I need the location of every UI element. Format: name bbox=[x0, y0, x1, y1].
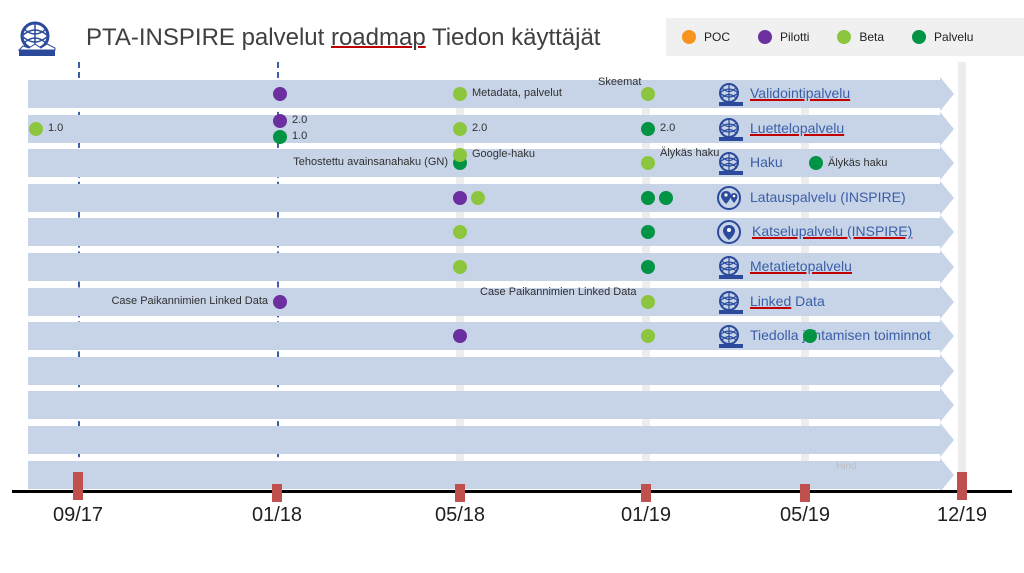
milestone-label: Case Paikannimien Linked Data bbox=[111, 295, 268, 307]
axis-tick bbox=[455, 484, 465, 502]
milestone-dot bbox=[453, 329, 467, 343]
milestone-dot bbox=[641, 329, 655, 343]
milestone-dot bbox=[453, 148, 467, 162]
milestone-dot bbox=[273, 295, 287, 309]
milestone-dot bbox=[809, 156, 823, 170]
globe-icon bbox=[716, 323, 742, 343]
milestone-dot bbox=[641, 260, 655, 274]
legend-item: POC bbox=[682, 30, 730, 44]
milestone-dot bbox=[641, 295, 655, 309]
legend-label: Beta bbox=[859, 30, 884, 44]
axis-tick bbox=[73, 472, 83, 500]
service-label: Tiedolla johtamisen toiminnot bbox=[750, 327, 931, 343]
page-title: PTA-INSPIRE palvelut roadmap Tiedon käyt… bbox=[86, 24, 600, 52]
milestone-dot bbox=[453, 225, 467, 239]
legend: POC Pilotti Beta Palvelu bbox=[666, 18, 1024, 56]
milestone-dot bbox=[641, 122, 655, 136]
milestone-label: 2.0 bbox=[292, 114, 307, 126]
globe-icon bbox=[716, 254, 742, 274]
legend-dot-icon bbox=[912, 30, 926, 44]
milestone-dot bbox=[29, 122, 43, 136]
axis-tick bbox=[800, 484, 810, 502]
legend-dot-icon bbox=[837, 30, 851, 44]
milestone-dot bbox=[659, 191, 673, 205]
globe-icon bbox=[716, 289, 742, 309]
milestone-label: Älykäs haku bbox=[660, 147, 719, 159]
axis-tick-label: 09/17 bbox=[53, 504, 103, 527]
axis-tick bbox=[641, 484, 651, 502]
globe-icon bbox=[716, 81, 742, 101]
service-label: Katselupalvelu (INSPIRE) bbox=[752, 223, 912, 239]
milestone-label: Tehostettu avainsanahaku (GN) bbox=[293, 156, 448, 168]
milestone-dot bbox=[453, 87, 467, 101]
title-part1: PTA-INSPIRE palvelut bbox=[86, 24, 331, 51]
milestone-dot bbox=[641, 156, 655, 170]
milestone-label: 2.0 bbox=[472, 122, 487, 134]
milestone-label: Metadata, palvelut bbox=[472, 87, 562, 99]
globe-icon bbox=[716, 116, 742, 136]
milestone-label: Skeemat bbox=[598, 76, 641, 88]
time-axis bbox=[12, 490, 1012, 493]
guide-bar bbox=[456, 85, 464, 480]
legend-dot-icon bbox=[758, 30, 772, 44]
legend-item: Palvelu bbox=[912, 30, 973, 44]
guide-bar bbox=[958, 62, 966, 497]
roadmap-lane bbox=[28, 357, 940, 385]
axis-tick-label: 05/19 bbox=[780, 504, 830, 527]
milestone-dot bbox=[453, 260, 467, 274]
legend-label: Palvelu bbox=[934, 30, 973, 44]
milestone-dot bbox=[273, 130, 287, 144]
service-label: Validointipalvelu bbox=[750, 85, 850, 101]
service-extra-label: Älykäs haku bbox=[828, 157, 887, 169]
axis-tick-label: 05/18 bbox=[435, 504, 485, 527]
legend-item: Beta bbox=[837, 30, 884, 44]
milestone-label: Case Paikannimien Linked Data bbox=[480, 286, 637, 298]
axis-tick-label: 12/19 bbox=[937, 504, 987, 527]
milestone-dot bbox=[641, 191, 655, 205]
milestone-dot bbox=[453, 122, 467, 136]
service-label: Haku bbox=[750, 154, 783, 170]
axis-tick-label: 01/18 bbox=[252, 504, 302, 527]
milestone-label: 1.0 bbox=[48, 122, 63, 134]
axis-tick-label: 01/19 bbox=[621, 504, 671, 527]
legend-dot-icon bbox=[682, 30, 696, 44]
milestone-dot bbox=[273, 87, 287, 101]
milestone-dot bbox=[471, 191, 485, 205]
roadmap-lane bbox=[28, 391, 940, 419]
pins-icon bbox=[716, 185, 742, 205]
brand-logo bbox=[15, 18, 59, 63]
milestone-label: 2.0 bbox=[660, 122, 675, 134]
legend-label: Pilotti bbox=[780, 30, 809, 44]
milestone-dot bbox=[641, 87, 655, 101]
milestone-label: 1.0 bbox=[292, 130, 307, 142]
guide-bar bbox=[642, 85, 650, 480]
service-label: Luettelopalvelu bbox=[750, 120, 844, 136]
milestone-dot bbox=[641, 225, 655, 239]
axis-tick bbox=[957, 472, 967, 500]
legend-item: Pilotti bbox=[758, 30, 809, 44]
milestone-dot bbox=[273, 114, 287, 128]
service-label: Metatietopalvelu bbox=[750, 258, 852, 274]
milestone-dot bbox=[803, 329, 817, 343]
guide-bar bbox=[801, 85, 809, 480]
watermark-hind: Hind bbox=[836, 461, 857, 472]
milestone-label: Google-haku bbox=[472, 148, 535, 160]
legend-label: POC bbox=[704, 30, 730, 44]
roadmap-lane bbox=[28, 426, 940, 454]
axis-tick bbox=[272, 484, 282, 502]
pin-icon bbox=[716, 219, 742, 239]
globe-icon bbox=[716, 150, 742, 170]
milestone-dot bbox=[453, 191, 467, 205]
service-label: Linked Data bbox=[750, 293, 825, 309]
title-part2: roadmap bbox=[331, 24, 426, 51]
title-part3: Tiedon käyttäjät bbox=[426, 24, 601, 51]
service-label: Latauspalvelu (INSPIRE) bbox=[750, 189, 906, 205]
